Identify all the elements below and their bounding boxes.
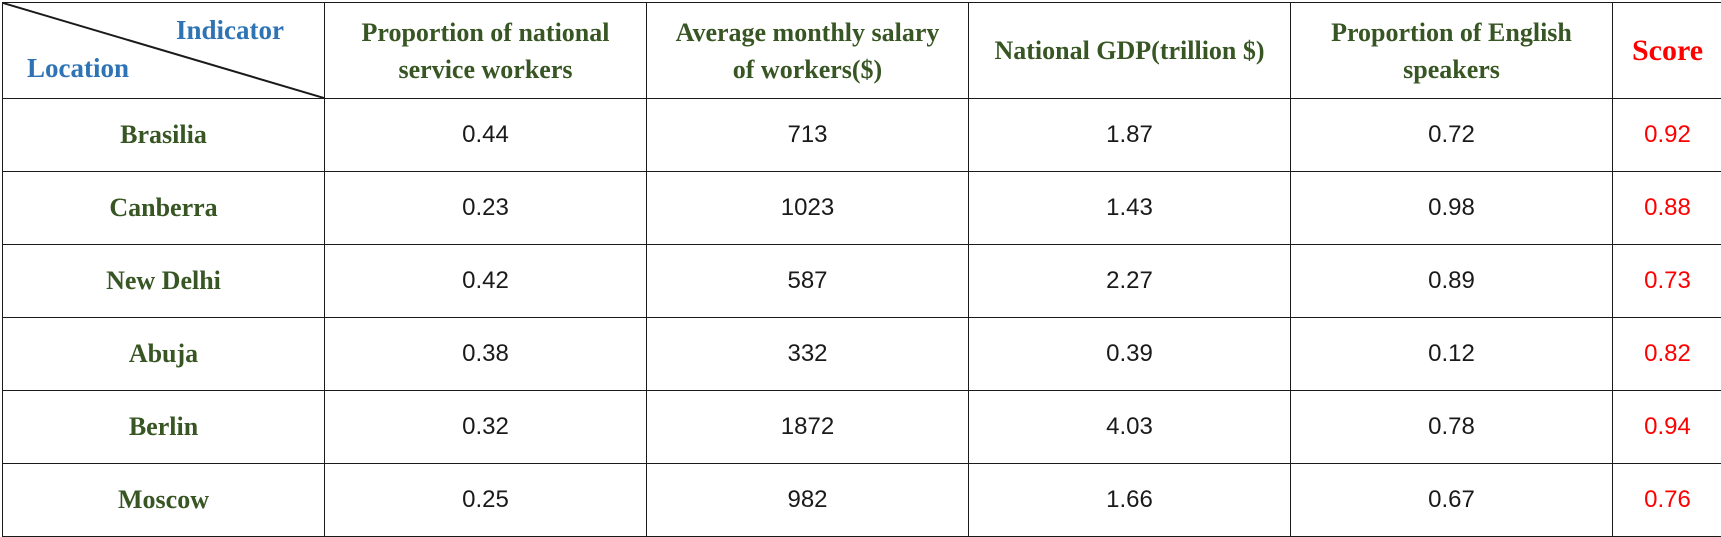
cell-score: 0.76	[1613, 464, 1721, 537]
cell-monthly-salary: 713	[647, 99, 969, 172]
cell-english-speakers: 0.72	[1291, 99, 1613, 172]
row-location: Berlin	[3, 391, 325, 464]
column-header-english-speakers: Proportion of English speakers	[1291, 3, 1613, 99]
cell-monthly-salary: 1023	[647, 172, 969, 245]
column-header-service-workers: Proportion of national service workers	[325, 3, 647, 99]
cell-monthly-salary: 332	[647, 318, 969, 391]
cell-score: 0.73	[1613, 245, 1721, 318]
column-header-line: service workers	[399, 55, 573, 84]
row-location: New Delhi	[3, 245, 325, 318]
cell-score: 0.92	[1613, 99, 1721, 172]
column-header-score: Score	[1613, 3, 1721, 99]
cell-service-workers: 0.38	[325, 318, 647, 391]
cell-score: 0.82	[1613, 318, 1721, 391]
column-header-line: of workers($)	[733, 55, 882, 84]
row-location: Brasilia	[3, 99, 325, 172]
cell-english-speakers: 0.78	[1291, 391, 1613, 464]
cell-gdp: 4.03	[969, 391, 1291, 464]
column-header-line: Proportion of English	[1331, 18, 1572, 47]
cell-gdp: 1.66	[969, 464, 1291, 537]
cell-gdp: 1.87	[969, 99, 1291, 172]
indicator-label: Indicator	[176, 15, 284, 46]
column-header-line: Average monthly salary	[676, 18, 940, 47]
cell-monthly-salary: 982	[647, 464, 969, 537]
cell-service-workers: 0.23	[325, 172, 647, 245]
cell-english-speakers: 0.98	[1291, 172, 1613, 245]
cell-service-workers: 0.44	[325, 99, 647, 172]
cell-monthly-salary: 1872	[647, 391, 969, 464]
cell-service-workers: 0.32	[325, 391, 647, 464]
cell-score: 0.94	[1613, 391, 1721, 464]
corner-header-cell: Indicator Location	[3, 3, 325, 99]
cell-gdp: 1.43	[969, 172, 1291, 245]
row-location: Canberra	[3, 172, 325, 245]
table-row: Moscow 0.25 982 1.66 0.67 0.76	[3, 464, 1721, 537]
row-location: Moscow	[3, 464, 325, 537]
table-row: Brasilia 0.44 713 1.87 0.72 0.92	[3, 99, 1721, 172]
location-label: Location	[27, 53, 129, 84]
cell-english-speakers: 0.67	[1291, 464, 1613, 537]
cell-english-speakers: 0.89	[1291, 245, 1613, 318]
table-row: Canberra 0.23 1023 1.43 0.98 0.88	[3, 172, 1721, 245]
column-header-line: Proportion of national	[362, 18, 610, 47]
cell-monthly-salary: 587	[647, 245, 969, 318]
column-header-monthly-salary: Average monthly salary of workers($)	[647, 3, 969, 99]
header-row: Indicator Location Proportion of nationa…	[3, 3, 1721, 99]
column-header-gdp: National GDP(trillion $)	[969, 3, 1291, 99]
cell-score: 0.88	[1613, 172, 1721, 245]
table-row: Berlin 0.32 1872 4.03 0.78 0.94	[3, 391, 1721, 464]
cell-english-speakers: 0.12	[1291, 318, 1613, 391]
cell-service-workers: 0.42	[325, 245, 647, 318]
table-row: Abuja 0.38 332 0.39 0.12 0.82	[3, 318, 1721, 391]
column-header-line: speakers	[1403, 55, 1500, 84]
column-header-line: National GDP(trillion $)	[994, 36, 1264, 65]
row-location: Abuja	[3, 318, 325, 391]
table-row: New Delhi 0.42 587 2.27 0.89 0.73	[3, 245, 1721, 318]
cell-gdp: 0.39	[969, 318, 1291, 391]
cell-gdp: 2.27	[969, 245, 1291, 318]
cell-service-workers: 0.25	[325, 464, 647, 537]
